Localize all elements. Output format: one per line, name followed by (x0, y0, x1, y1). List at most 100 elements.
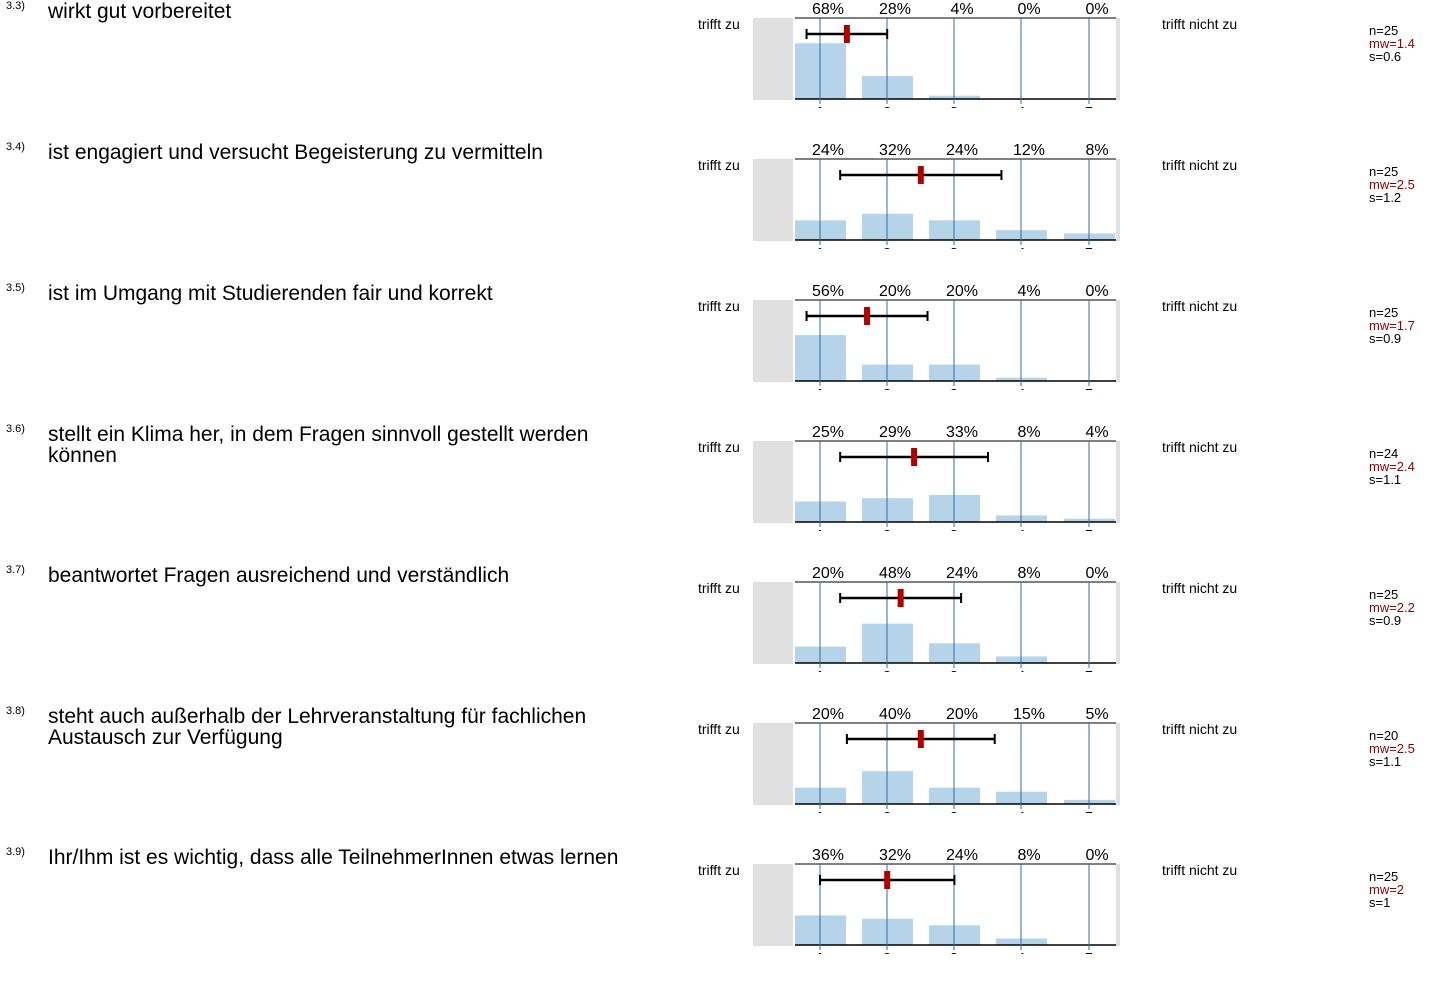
percent-label: 20% (946, 706, 978, 723)
stat-mean: mw=1.4 (1369, 36, 1415, 51)
stats-block: n=24 mw=2.4 s=1.1 (1369, 447, 1415, 486)
category-label: 3 (950, 246, 959, 249)
question-row: 3.6) stellt ein Klima her, in dem Fragen … (0, 423, 1436, 564)
scale-left-label: trifft zu (698, 862, 740, 878)
bar-chart: 1 20% 2 40% 3 20% 4 15% 5 5% (753, 706, 1120, 813)
question-text: Ihr/Ihm ist es wichtig, dass alle Teilne… (48, 846, 619, 869)
scale-left-label: trifft zu (698, 580, 740, 596)
category-label: 5 (1085, 528, 1094, 531)
question-text: beantwortet Fragen ausreichend und verst… (48, 564, 510, 587)
stat-sd: s=1.2 (1369, 190, 1402, 205)
scale-right-label: trifft nicht zu (1162, 580, 1238, 596)
percent-label: 36% (812, 847, 844, 864)
category-label: 5 (1085, 810, 1094, 813)
percent-label: 20% (879, 283, 911, 300)
bar-chart: 1 68% 2 28% 3 4% 4 0% 5 0% (753, 1, 1120, 108)
category-label: 3 (950, 105, 959, 108)
percent-label: 24% (812, 142, 844, 159)
category-label: 2 (883, 669, 892, 672)
category-label: 1 (816, 387, 825, 390)
mean-marker (911, 448, 918, 466)
side-panel-left (753, 723, 793, 805)
category-label: 5 (1085, 951, 1094, 954)
question-number: 3.8) (6, 705, 25, 717)
category-label: 5 (1085, 387, 1094, 390)
stat-sd: s=0.6 (1369, 49, 1402, 64)
side-panel-left (753, 864, 793, 946)
stat-sd: s=1 (1369, 895, 1391, 910)
stat-mean: mw=2 (1369, 882, 1405, 897)
stat-sd: s=1.1 (1369, 754, 1402, 769)
percent-label: 68% (812, 1, 844, 18)
bar-chart: 1 24% 2 32% 3 24% 4 12% 5 8% (753, 142, 1120, 249)
percent-label: 4% (1017, 283, 1040, 300)
category-label: 4 (1017, 246, 1026, 249)
scale-left-label: trifft zu (698, 721, 740, 737)
stat-mean: mw=2.5 (1369, 741, 1415, 756)
side-panel-right (1116, 18, 1120, 100)
stat-sd: s=1.1 (1369, 472, 1402, 487)
percent-label: 33% (946, 424, 978, 441)
scale-left-label: trifft zu (698, 16, 740, 32)
percent-label: 8% (1085, 142, 1108, 159)
question-number: 3.3) (6, 0, 25, 12)
stat-n: n=25 (1369, 23, 1399, 38)
percent-label: 20% (946, 283, 978, 300)
scale-right-label: trifft nicht zu (1162, 16, 1238, 32)
stat-mean: mw=2.4 (1369, 459, 1415, 474)
bar-chart: 1 25% 2 29% 3 33% 4 8% 5 4% (753, 424, 1120, 531)
scale-right-label: trifft nicht zu (1162, 862, 1238, 878)
scale-left-label: trifft zu (698, 439, 740, 455)
category-label: 2 (883, 951, 892, 954)
scale-right-label: trifft nicht zu (1162, 439, 1238, 455)
category-label: 3 (950, 810, 959, 813)
category-label: 4 (1017, 810, 1026, 813)
percent-label: 29% (879, 424, 911, 441)
stat-n: n=20 (1369, 728, 1399, 743)
question-row: 3.9) Ihr/Ihm ist es wichtig, dass alle Te… (0, 846, 1436, 987)
question-row: 3.8) steht auch außerhalb der Lehrveranst… (0, 705, 1436, 846)
question-text: ist im Umgang mit Studierenden fair und … (48, 282, 493, 305)
question-number: 3.7) (6, 564, 25, 576)
mean-marker (917, 730, 924, 748)
bar-chart: 1 36% 2 32% 3 24% 4 8% 5 0% (753, 847, 1120, 954)
category-label: 5 (1085, 105, 1094, 108)
mean-marker (897, 589, 904, 607)
scale-left-label: trifft zu (698, 157, 740, 173)
percent-label: 8% (1017, 847, 1040, 864)
percent-label: 56% (812, 283, 844, 300)
percent-label: 25% (812, 424, 844, 441)
question-row: 3.7) beantwortet Fragen ausreichend und v… (0, 564, 1436, 705)
side-panel-left (753, 18, 793, 100)
bar-chart: 120%248%324%48%50% (753, 565, 1120, 672)
category-label: 1 (816, 810, 825, 813)
category-label: 1 (816, 951, 825, 954)
percent-label: 4% (950, 1, 973, 18)
percent-label: 20% (812, 565, 844, 582)
stat-n: n=25 (1369, 869, 1399, 884)
category-label: 4 (1017, 528, 1026, 531)
category-label: 4 (1017, 951, 1026, 954)
percent-label: 24% (946, 565, 978, 582)
side-panel-left (753, 582, 793, 664)
percent-label: 12% (1013, 142, 1045, 159)
question-number: 3.4) (6, 141, 25, 153)
percent-label: 24% (946, 142, 978, 159)
stats-block: n=25 mw=1.7 s=0.9 (1369, 306, 1415, 345)
category-label: 4 (1017, 669, 1026, 672)
percent-label: 0% (1017, 1, 1040, 18)
category-label: 2 (883, 105, 892, 108)
category-label: 5 (1085, 669, 1094, 672)
side-panel-left (753, 159, 793, 241)
percent-label: 4% (1085, 424, 1108, 441)
stat-mean: mw=2.2 (1369, 600, 1415, 615)
side-panel-right (1116, 864, 1120, 946)
mean-marker (864, 307, 871, 325)
category-label: 3 (950, 669, 959, 672)
stat-sd: s=0.9 (1369, 331, 1402, 346)
stats-block: n=25 mw=2.2 s=0.9 (1369, 588, 1415, 627)
percent-label: 0% (1085, 1, 1108, 18)
category-label: 3 (950, 528, 959, 531)
mean-marker (884, 871, 891, 889)
percent-label: 28% (879, 1, 911, 18)
